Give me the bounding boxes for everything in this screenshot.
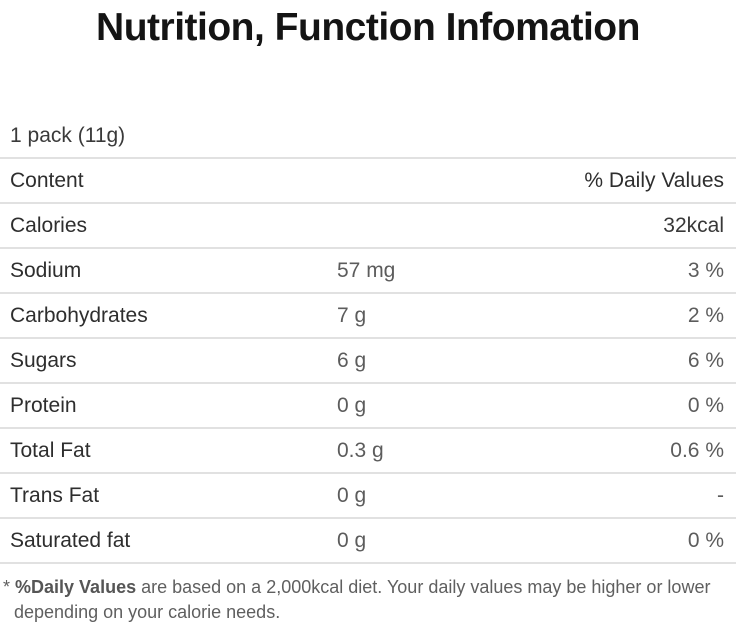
nutrient-amount: 0 g <box>337 393 367 417</box>
page-title: Nutrition, Function Infomation <box>96 6 640 49</box>
table-row: Sodium 57 mg 3 % <box>0 249 736 294</box>
table-row: Protein 0 g 0 % <box>0 384 736 429</box>
table-row: Sugars 6 g 6 % <box>0 339 736 384</box>
nutrient-daily-value: 0.6 % <box>670 438 724 462</box>
nutrient-amount: 0.3 g <box>337 438 384 462</box>
nutrient-amount: 0 g <box>337 483 367 507</box>
nutrition-table: Content % Daily Values Calories 32kcal S… <box>0 157 736 564</box>
nutrient-daily-value: - <box>717 483 724 507</box>
footnote-bold-term: %Daily Values <box>15 577 137 597</box>
nutrient-label: Sugars <box>10 348 77 372</box>
nutrient-amount: 57 mg <box>337 258 396 282</box>
nutrient-label: Calories <box>10 213 88 237</box>
nutrient-daily-value: 6 % <box>687 348 724 372</box>
nutrient-label: Saturated fat <box>10 528 131 552</box>
nutrient-amount: 7 g <box>337 303 367 327</box>
table-row: Total Fat 0.3 g 0.6 % <box>0 429 736 474</box>
serving-size: 1 pack (11g) <box>10 124 126 147</box>
table-row: Saturated fat 0 g 0 % <box>0 519 736 564</box>
footnote-line2: depending on your calorie needs. <box>14 602 281 622</box>
footnote-line1: are based on a 2,000kcal diet. Your dail… <box>136 577 711 597</box>
nutrient-daily-value: 3 % <box>687 258 724 282</box>
nutrient-daily-value: 32kcal <box>663 213 724 237</box>
nutrient-amount: 6 g <box>337 348 367 372</box>
header-content-label: Content <box>10 168 84 192</box>
footnote-asterisk: * <box>3 577 16 597</box>
nutrient-daily-value: 0 % <box>687 528 724 552</box>
nutrient-label: Total Fat <box>10 438 91 462</box>
nutrient-amount: 0 g <box>337 528 367 552</box>
nutrient-label: Trans Fat <box>10 483 100 507</box>
nutrient-label: Sodium <box>10 258 82 282</box>
nutrient-label: Protein <box>10 393 77 417</box>
nutrient-daily-value: 2 % <box>687 303 724 327</box>
footnote: * %Daily Values are based on a 2,000kcal… <box>0 575 736 625</box>
table-row: Carbohydrates 7 g 2 % <box>0 294 736 339</box>
nutrient-daily-value: 0 % <box>687 393 724 417</box>
header-daily-values-label: % Daily Values <box>584 168 724 192</box>
nutrient-label: Carbohydrates <box>10 303 148 327</box>
table-row: Calories 32kcal <box>0 204 736 249</box>
table-row: Trans Fat 0 g - <box>0 474 736 519</box>
table-header-row: Content % Daily Values <box>0 159 736 204</box>
